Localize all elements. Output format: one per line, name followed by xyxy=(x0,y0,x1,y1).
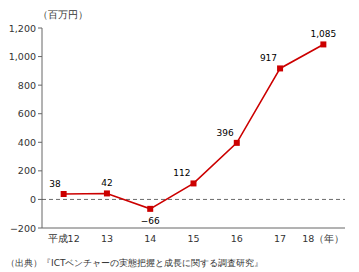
x-tick-label: 18（年） xyxy=(302,233,344,244)
y-tick xyxy=(38,85,42,86)
zero-line xyxy=(42,199,345,200)
marker xyxy=(104,190,110,196)
y-tick xyxy=(38,228,42,229)
y-axis-label: （百万円） xyxy=(38,9,88,20)
data-label: 42 xyxy=(101,178,112,188)
marker xyxy=(147,206,153,212)
x-tick-label: 14 xyxy=(144,233,156,244)
y-tick xyxy=(38,56,42,57)
y-tick-label: 600 xyxy=(18,108,36,119)
y-axis-line xyxy=(42,28,43,228)
data-label: 1,085 xyxy=(310,29,336,39)
data-label: 917 xyxy=(260,53,277,63)
data-label: 396 xyxy=(217,128,234,138)
marker xyxy=(61,191,67,197)
y-tick xyxy=(38,113,42,114)
y-tick xyxy=(38,28,42,29)
x-tick-label: 15 xyxy=(187,233,199,244)
y-tick-label: −200 xyxy=(10,223,36,234)
data-labels: 38 42 −66 112 396 917 1,085 xyxy=(49,29,336,225)
caption: （出典）『ICTベンチャーの実態把握と成長に関する調査研究』 xyxy=(6,258,263,268)
y-tick xyxy=(38,170,42,171)
y-tick-label: 1,000 xyxy=(9,51,36,62)
y-tick-label: 1,200 xyxy=(9,23,36,34)
chart-container: （百万円） −200 0 200 400 600 800 1,000 1,200 平成12 13 14… xyxy=(0,0,359,272)
y-tick-label: 0 xyxy=(30,194,36,205)
y-tick-label: 400 xyxy=(18,137,36,148)
marker xyxy=(277,65,283,71)
y-tick-label: 800 xyxy=(18,80,36,91)
data-label: −66 xyxy=(141,216,160,226)
chart: （百万円） −200 0 200 400 600 800 1,000 1,200 平成12 13 14… xyxy=(0,0,359,272)
line xyxy=(64,44,324,208)
x-tick-label: 17 xyxy=(274,233,286,244)
y-axis: −200 0 200 400 600 800 1,000 1,200 xyxy=(9,23,42,234)
marker xyxy=(320,41,326,47)
x-tick-label: 16 xyxy=(231,233,243,244)
marker xyxy=(234,140,240,146)
y-tick xyxy=(38,142,42,143)
y-tick-label: 200 xyxy=(18,165,36,176)
data-label: 112 xyxy=(173,168,190,178)
series xyxy=(61,41,327,211)
x-tick-label: 平成12 xyxy=(48,233,80,244)
x-tick-label: 13 xyxy=(101,233,113,244)
data-label: 38 xyxy=(49,179,61,189)
marker xyxy=(191,180,197,186)
x-axis: 平成12 13 14 15 16 17 18（年） xyxy=(42,228,345,244)
x-axis-line xyxy=(42,228,345,229)
y-tick xyxy=(38,199,42,200)
